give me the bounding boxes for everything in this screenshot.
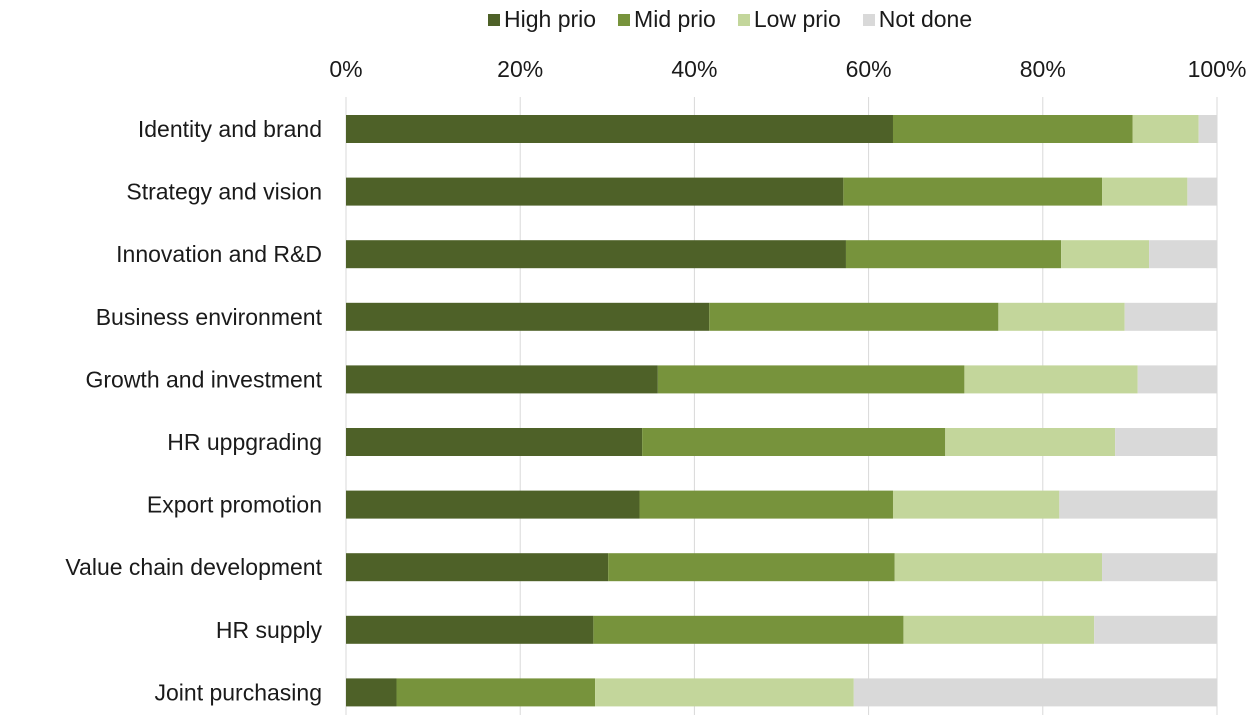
bar-segment [346,678,397,707]
bar-segment [346,615,594,644]
bar-segment [639,490,893,519]
bar-segment [1187,177,1217,206]
bar-segment [894,553,1103,582]
bar-segment [998,302,1125,331]
x-tick-label: 0% [329,56,362,82]
bar-segment [1115,428,1217,456]
bar-segment [892,115,1133,143]
legend-item: Not done [862,6,973,33]
bar-segment [346,365,658,394]
bar-segment [346,115,893,143]
bar-segment [845,240,1062,269]
bar-segment [608,553,895,582]
bar-segment [843,177,1103,206]
category-label: HR supply [216,617,323,643]
legend-item: High prio [488,6,596,33]
legend-item: Mid prio [618,6,716,33]
bar-segment [642,428,946,456]
category-label: Export promotion [147,492,322,518]
category-label: Growth and investment [85,366,322,392]
x-tick-label: 80% [1020,56,1066,82]
bar-segment [892,490,1060,519]
bar-segment [593,615,904,644]
x-tick-label: 100% [1188,56,1247,82]
bar-segment [346,240,846,269]
bar-segment [1059,490,1217,519]
bar-segment [396,678,596,707]
category-label: Identity and brand [138,116,322,142]
x-tick-label: 20% [497,56,543,82]
bar-segment [1132,115,1199,143]
legend-swatch [618,13,631,26]
legend-swatch [737,13,750,26]
bar-segment [1198,115,1217,143]
bar-segment [1094,615,1217,644]
x-tick-label: 60% [846,56,892,82]
bar-segment [964,365,1138,394]
bar-segment [853,678,1217,707]
legend: High prio Mid prio Low prio Not done [488,6,972,33]
legend-swatch [862,13,875,26]
category-label: Business environment [96,304,323,330]
legend-label: High prio [504,6,597,32]
category-label: Value chain development [65,554,322,580]
bar-segment [1137,365,1217,394]
bar-segment [346,302,710,331]
bar-segment [346,177,844,206]
bar-segment [1102,177,1188,206]
bar-segment [1102,553,1217,582]
bar-segment [1149,240,1217,269]
bar-segment [903,615,1095,644]
category-label: Strategy and vision [126,179,322,205]
bar-segment [346,553,609,582]
x-tick-label: 40% [671,56,717,82]
bar-segment [346,490,640,519]
bar-segment [595,678,854,707]
bar-segment [1124,302,1217,331]
bar-segment [709,302,999,331]
bar-segment [1061,240,1150,269]
bar-segment [346,428,643,456]
category-label: Innovation and R&D [116,241,322,267]
bar-segment [657,365,965,394]
bar-segment [945,428,1116,456]
category-label: Joint purchasing [155,679,323,705]
legend-swatch [488,13,500,26]
legend-label: Not done [878,6,973,32]
legend-label: Mid prio [634,6,716,32]
category-label: HR uppgrading [167,429,322,455]
legend-label: Low prio [753,6,841,32]
legend-item: Low prio [737,6,841,33]
